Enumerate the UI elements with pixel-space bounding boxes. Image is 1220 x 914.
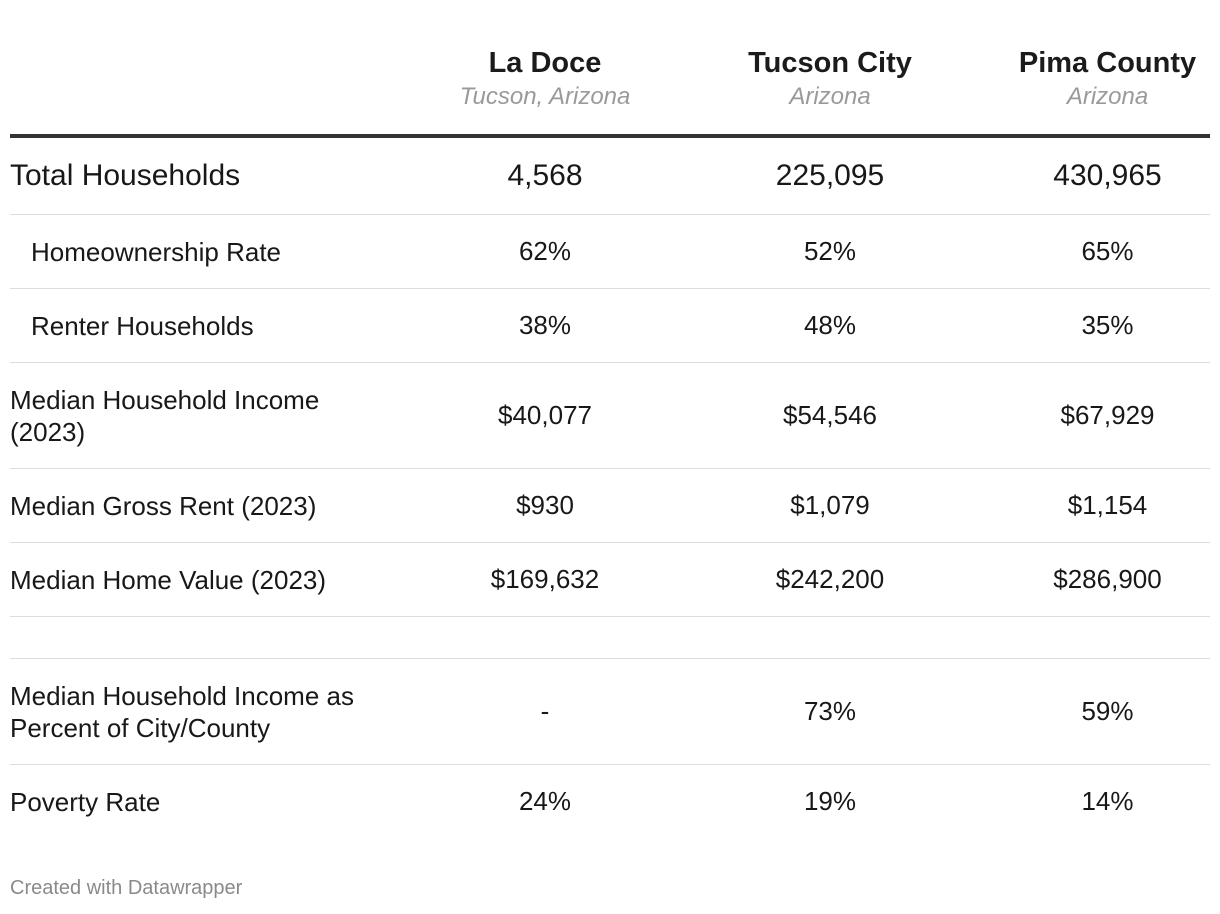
table-cell: 24% (518, 786, 572, 816)
column-subtitle: Arizona (789, 83, 871, 110)
table-cell: 430,965 (1053, 159, 1162, 192)
row-label: Median Household Income (2023) (10, 384, 320, 447)
table-cell: $286,900 (1053, 564, 1162, 594)
table-cell: 35% (1081, 310, 1134, 340)
table-cell: $40,077 (498, 400, 592, 430)
row-label: Median Home Value (2023) (10, 564, 327, 595)
table-cell: 19% (803, 786, 857, 816)
row-label: Median Gross Rent (2023) (10, 490, 317, 521)
table-cell: 38% (518, 310, 572, 340)
column-header-pima-county: Pima County Arizona (960, 44, 1220, 112)
table-cell: $242,200 (775, 564, 885, 594)
table-row-homeownership-rate: Homeownership Rate 62% 52% 65% (10, 215, 1210, 289)
table-row-renter-households: Renter Households 38% 48% 35% (10, 289, 1210, 363)
table-cell: $67,929 (1060, 400, 1155, 430)
column-subtitle: Arizona (1066, 83, 1149, 110)
table-header: La Doce Tucson, Arizona Tucson City Ariz… (10, 0, 1210, 138)
table-row-median-home-value: Median Home Value (2023) $169,632 $242,2… (10, 543, 1210, 617)
row-label: Median Household Income as Percent of Ci… (10, 680, 354, 743)
data-table: La Doce Tucson, Arizona Tucson City Ariz… (10, 0, 1210, 838)
table-cell: 225,095 (775, 159, 885, 192)
table-row-spacer (10, 617, 1210, 659)
table-cell: 59% (1081, 696, 1134, 726)
table-cell: $1,079 (790, 490, 870, 520)
row-label: Renter Households (31, 310, 254, 341)
column-name: Tucson City (748, 47, 912, 79)
table-cell: 52% (803, 236, 857, 266)
column-header-la-doce: La Doce Tucson, Arizona (395, 44, 695, 112)
table-cell: 62% (518, 236, 572, 266)
table-cell: 4,568 (507, 159, 583, 192)
table-cell: 48% (803, 310, 857, 340)
table-cell: $1,154 (1067, 490, 1148, 520)
table-row-total-households: Total Households 4,568 225,095 430,965 (10, 138, 1210, 215)
table-row-income-percent: Median Household Income as Percent of Ci… (10, 659, 1210, 765)
table-cell: 65% (1081, 236, 1134, 266)
row-label: Homeownership Rate (31, 236, 282, 267)
column-name: Pima County (1018, 47, 1197, 79)
footer-credit[interactable]: Created with Datawrapper (10, 877, 243, 899)
table-row-poverty-rate: Poverty Rate 24% 19% 14% (10, 765, 1210, 838)
table-cell: $930 (516, 490, 574, 520)
table-cell: - (540, 696, 550, 726)
column-header-tucson-city: Tucson City Arizona (680, 44, 980, 112)
row-label: Poverty Rate (10, 786, 161, 817)
table-row-median-gross-rent: Median Gross Rent (2023) $930 $1,079 $1,… (10, 469, 1210, 543)
column-subtitle: Tucson, Arizona (459, 83, 631, 110)
table-cell: $169,632 (490, 564, 600, 594)
table-row-median-household-income: Median Household Income (2023) $40,077 $… (10, 363, 1210, 469)
table-cell: $54,546 (783, 400, 877, 430)
table-cell: 14% (1081, 786, 1134, 816)
row-label: Total Households (10, 159, 241, 192)
column-name: La Doce (488, 47, 602, 79)
table-cell: 73% (803, 696, 857, 726)
